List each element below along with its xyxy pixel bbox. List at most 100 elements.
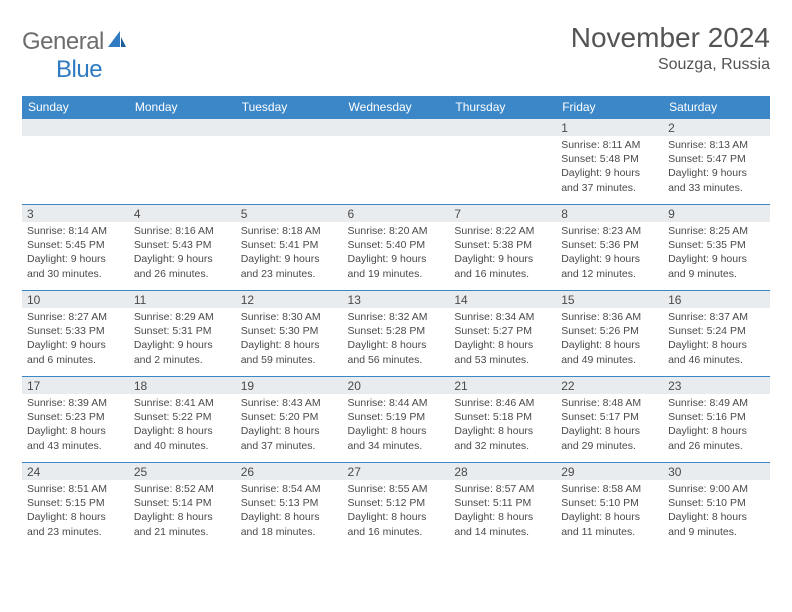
day-content: Sunrise: 8:23 AMSunset: 5:36 PMDaylight:… [556, 222, 663, 284]
daylight-text: Daylight: 8 hours [561, 338, 658, 352]
sunset-text: Sunset: 5:26 PM [561, 324, 658, 338]
header: General Blue November 2024 Souzga, Russi… [22, 22, 770, 84]
daylight-text: Daylight: 9 hours [348, 252, 445, 266]
calendar-cell: 20Sunrise: 8:44 AMSunset: 5:19 PMDayligh… [343, 377, 450, 463]
calendar-week-row: 3Sunrise: 8:14 AMSunset: 5:45 PMDaylight… [22, 205, 770, 291]
day-number-bar: 1 [556, 119, 663, 136]
calendar-cell: 23Sunrise: 8:49 AMSunset: 5:16 PMDayligh… [663, 377, 770, 463]
calendar-cell: 30Sunrise: 9:00 AMSunset: 5:10 PMDayligh… [663, 463, 770, 549]
daylight-text: and 37 minutes. [241, 439, 338, 453]
calendar-cell: 24Sunrise: 8:51 AMSunset: 5:15 PMDayligh… [22, 463, 129, 549]
sunset-text: Sunset: 5:10 PM [561, 496, 658, 510]
day-content: Sunrise: 8:52 AMSunset: 5:14 PMDaylight:… [129, 480, 236, 542]
day-content: Sunrise: 8:30 AMSunset: 5:30 PMDaylight:… [236, 308, 343, 370]
day-number-bar: 3 [22, 205, 129, 222]
calendar-cell: 1Sunrise: 8:11 AMSunset: 5:48 PMDaylight… [556, 119, 663, 205]
sunrise-text: Sunrise: 8:49 AM [668, 396, 765, 410]
calendar-cell [343, 119, 450, 205]
daylight-text: Daylight: 8 hours [668, 510, 765, 524]
daylight-text: and 9 minutes. [668, 525, 765, 539]
day-content: Sunrise: 8:34 AMSunset: 5:27 PMDaylight:… [449, 308, 556, 370]
calendar-cell: 21Sunrise: 8:46 AMSunset: 5:18 PMDayligh… [449, 377, 556, 463]
weekday-header: Sunday [22, 96, 129, 119]
sunrise-text: Sunrise: 8:27 AM [27, 310, 124, 324]
sunset-text: Sunset: 5:19 PM [348, 410, 445, 424]
sunrise-text: Sunrise: 8:18 AM [241, 224, 338, 238]
logo-text-wrap: General Blue [22, 28, 128, 84]
day-number-bar [22, 119, 129, 136]
day-content: Sunrise: 8:22 AMSunset: 5:38 PMDaylight:… [449, 222, 556, 284]
sunset-text: Sunset: 5:15 PM [27, 496, 124, 510]
day-number-bar: 13 [343, 291, 450, 308]
sunset-text: Sunset: 5:30 PM [241, 324, 338, 338]
day-content: Sunrise: 8:55 AMSunset: 5:12 PMDaylight:… [343, 480, 450, 542]
day-number-bar [129, 119, 236, 136]
daylight-text: Daylight: 9 hours [668, 252, 765, 266]
day-content: Sunrise: 8:11 AMSunset: 5:48 PMDaylight:… [556, 136, 663, 198]
daylight-text: and 2 minutes. [134, 353, 231, 367]
day-content: Sunrise: 8:58 AMSunset: 5:10 PMDaylight:… [556, 480, 663, 542]
sail-icon [106, 29, 128, 49]
day-content: Sunrise: 8:41 AMSunset: 5:22 PMDaylight:… [129, 394, 236, 456]
daylight-text: and 37 minutes. [561, 181, 658, 195]
calendar-body: 1Sunrise: 8:11 AMSunset: 5:48 PMDaylight… [22, 119, 770, 549]
calendar-cell: 29Sunrise: 8:58 AMSunset: 5:10 PMDayligh… [556, 463, 663, 549]
sunrise-text: Sunrise: 8:52 AM [134, 482, 231, 496]
day-content: Sunrise: 8:13 AMSunset: 5:47 PMDaylight:… [663, 136, 770, 198]
daylight-text: Daylight: 8 hours [241, 424, 338, 438]
daylight-text: and 34 minutes. [348, 439, 445, 453]
daylight-text: Daylight: 8 hours [241, 338, 338, 352]
calendar-cell: 17Sunrise: 8:39 AMSunset: 5:23 PMDayligh… [22, 377, 129, 463]
sunset-text: Sunset: 5:14 PM [134, 496, 231, 510]
day-number-bar: 5 [236, 205, 343, 222]
day-number-bar [343, 119, 450, 136]
daylight-text: Daylight: 8 hours [454, 338, 551, 352]
calendar-cell: 12Sunrise: 8:30 AMSunset: 5:30 PMDayligh… [236, 291, 343, 377]
day-content: Sunrise: 8:27 AMSunset: 5:33 PMDaylight:… [22, 308, 129, 370]
weekday-header: Saturday [663, 96, 770, 119]
daylight-text: Daylight: 9 hours [668, 166, 765, 180]
day-content: Sunrise: 8:51 AMSunset: 5:15 PMDaylight:… [22, 480, 129, 542]
day-number-bar: 24 [22, 463, 129, 480]
day-content: Sunrise: 8:32 AMSunset: 5:28 PMDaylight:… [343, 308, 450, 370]
sunrise-text: Sunrise: 8:23 AM [561, 224, 658, 238]
sunset-text: Sunset: 5:45 PM [27, 238, 124, 252]
daylight-text: Daylight: 8 hours [454, 510, 551, 524]
sunrise-text: Sunrise: 9:00 AM [668, 482, 765, 496]
day-content: Sunrise: 8:18 AMSunset: 5:41 PMDaylight:… [236, 222, 343, 284]
day-content: Sunrise: 8:16 AMSunset: 5:43 PMDaylight:… [129, 222, 236, 284]
daylight-text: Daylight: 9 hours [134, 252, 231, 266]
daylight-text: Daylight: 8 hours [348, 510, 445, 524]
day-number-bar [236, 119, 343, 136]
calendar-cell: 19Sunrise: 8:43 AMSunset: 5:20 PMDayligh… [236, 377, 343, 463]
sunrise-text: Sunrise: 8:51 AM [27, 482, 124, 496]
calendar-cell: 6Sunrise: 8:20 AMSunset: 5:40 PMDaylight… [343, 205, 450, 291]
daylight-text: and 56 minutes. [348, 353, 445, 367]
daylight-text: Daylight: 8 hours [561, 424, 658, 438]
sunset-text: Sunset: 5:28 PM [348, 324, 445, 338]
day-content: Sunrise: 8:57 AMSunset: 5:11 PMDaylight:… [449, 480, 556, 542]
sunrise-text: Sunrise: 8:30 AM [241, 310, 338, 324]
daylight-text: and 16 minutes. [454, 267, 551, 281]
day-number-bar: 29 [556, 463, 663, 480]
day-number-bar: 23 [663, 377, 770, 394]
calendar-cell [449, 119, 556, 205]
day-number-bar: 26 [236, 463, 343, 480]
daylight-text: and 26 minutes. [668, 439, 765, 453]
sunset-text: Sunset: 5:38 PM [454, 238, 551, 252]
calendar-cell: 8Sunrise: 8:23 AMSunset: 5:36 PMDaylight… [556, 205, 663, 291]
calendar-cell: 22Sunrise: 8:48 AMSunset: 5:17 PMDayligh… [556, 377, 663, 463]
sunset-text: Sunset: 5:20 PM [241, 410, 338, 424]
daylight-text: Daylight: 9 hours [561, 252, 658, 266]
sunrise-text: Sunrise: 8:57 AM [454, 482, 551, 496]
day-number-bar: 25 [129, 463, 236, 480]
daylight-text: and 6 minutes. [27, 353, 124, 367]
daylight-text: Daylight: 9 hours [241, 252, 338, 266]
daylight-text: and 32 minutes. [454, 439, 551, 453]
day-content: Sunrise: 8:36 AMSunset: 5:26 PMDaylight:… [556, 308, 663, 370]
day-content: Sunrise: 8:25 AMSunset: 5:35 PMDaylight:… [663, 222, 770, 284]
day-number-bar: 14 [449, 291, 556, 308]
day-number-bar: 16 [663, 291, 770, 308]
sunrise-text: Sunrise: 8:13 AM [668, 138, 765, 152]
day-content: Sunrise: 8:54 AMSunset: 5:13 PMDaylight:… [236, 480, 343, 542]
